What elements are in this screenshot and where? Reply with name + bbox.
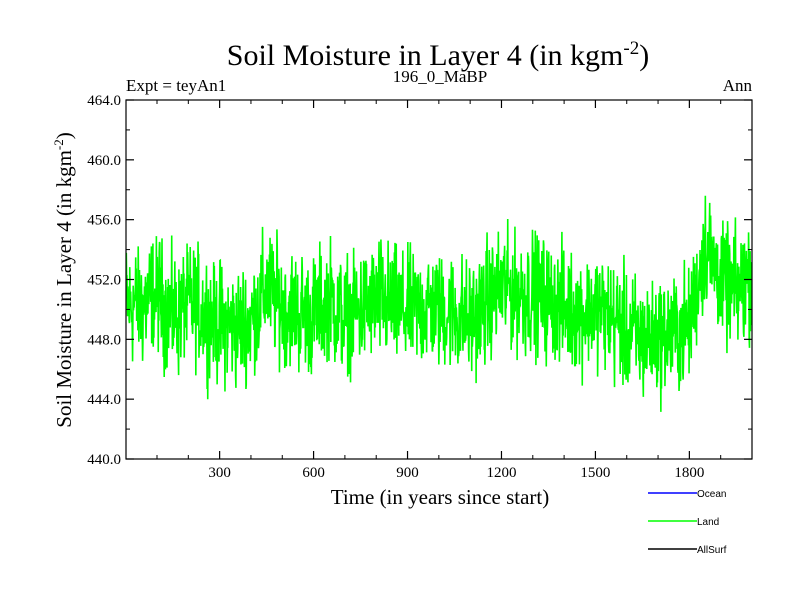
plot-area [126,195,752,412]
chart-title: Soil Moisture in Layer 4 (in kgm-2) [227,38,649,72]
x-tick-label: 1800 [674,465,704,481]
legend: Ocean Land AllSurf [648,489,727,556]
y-tick-label: 440.0 [87,452,121,468]
subtitle-left: Expt = teyAn1 [126,76,226,95]
subtitle-right: Ann [723,76,753,95]
y-tick-label: 452.0 [87,273,121,289]
legend-label-allsurf: AllSurf [697,545,727,556]
x-tick-label: 1500 [580,465,610,481]
x-axis-label: Time (in years since start) [331,485,550,509]
x-tick-label: 300 [208,465,231,481]
legend-label-ocean: Ocean [697,489,726,500]
y-tick-label: 460.0 [87,153,121,169]
series-line-land [126,195,752,412]
y-tick-label: 464.0 [87,93,121,109]
legend-label-land: Land [697,517,719,528]
y-axis-label: Soil Moisture in Layer 4 (in kgm-2) [51,132,76,427]
x-tick-label: 900 [396,465,419,481]
x-tick-label: 600 [302,465,325,481]
y-tick-label: 444.0 [87,392,121,408]
subtitle-center: 196_0_MaBP [393,67,487,86]
axes: 300 600 900 1200 1500 1800 440.0 444.0 448.0 452.… [87,93,753,481]
x-tick-label: 1200 [486,465,516,481]
y-tick-label: 456.0 [87,213,121,229]
y-tick-label: 448.0 [87,332,121,348]
